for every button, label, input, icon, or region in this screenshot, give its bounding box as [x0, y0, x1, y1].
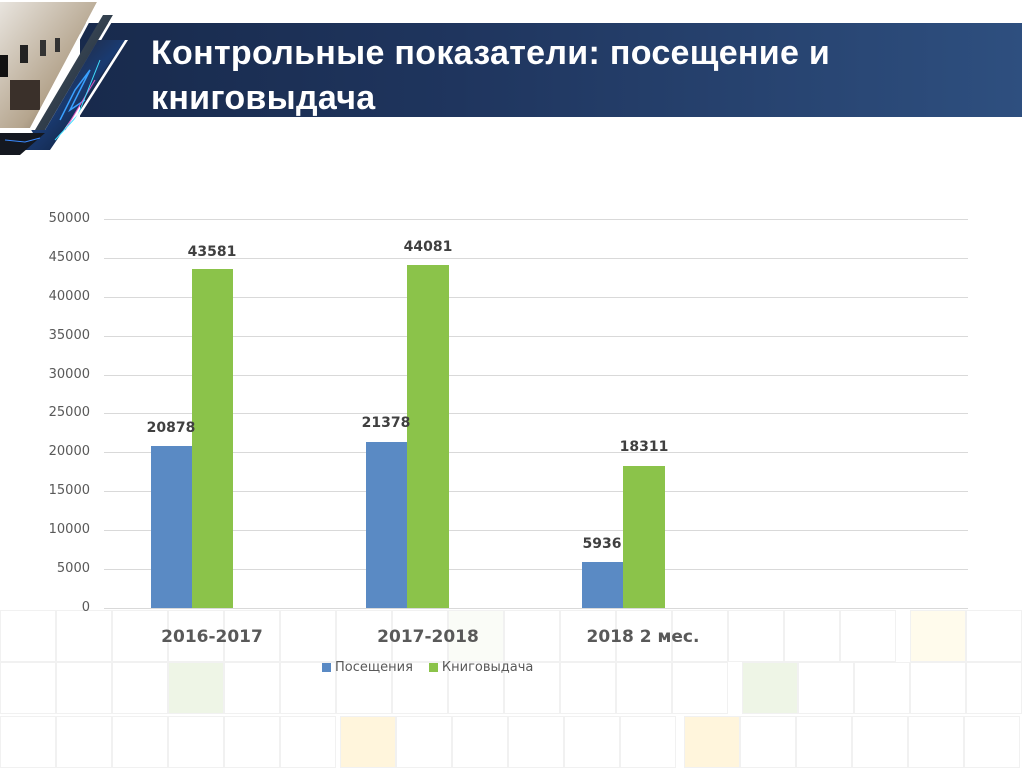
gridline: [104, 219, 968, 220]
category-label: 2018 2 мес.: [586, 627, 700, 647]
legend-swatch-green-icon: [428, 663, 438, 672]
value-label: 21378: [361, 415, 411, 431]
gridline: [104, 297, 968, 298]
y-tick: 5000: [56, 561, 90, 576]
x-axis-line: [104, 608, 968, 609]
bar-books-2017-2018: [407, 265, 449, 608]
value-label: 20878: [146, 420, 196, 436]
y-tick: 10000: [48, 522, 90, 537]
y-tick: 45000: [48, 250, 90, 265]
gridline: [104, 530, 968, 531]
chart-legend: Посещения Книговыдача: [322, 660, 533, 675]
category-label: 2016-2017: [161, 627, 263, 647]
gridline: [104, 258, 968, 259]
gridline: [104, 569, 968, 570]
y-tick: 40000: [48, 289, 90, 304]
y-tick: 0: [81, 600, 90, 615]
gridline: [104, 336, 968, 337]
y-tick: 20000: [48, 444, 90, 459]
value-label: 44081: [403, 239, 453, 255]
category-label: 2017-2018: [377, 627, 479, 647]
legend-swatch-blue-icon: [322, 663, 331, 672]
value-label: 5936: [582, 536, 622, 552]
y-tick: 15000: [48, 483, 90, 498]
bar-visits-2017-2018: [366, 442, 407, 608]
legend-label: Посещения: [335, 660, 413, 675]
bar-visits-2018-2mo: [582, 562, 623, 608]
gridline: [104, 413, 968, 414]
bar-books-2018-2mo: [623, 466, 665, 608]
gridline: [104, 375, 968, 376]
y-tick: 35000: [48, 328, 90, 343]
slide-title: Контрольные показатели: посещение и книг…: [151, 31, 991, 121]
y-tick: 50000: [48, 211, 90, 226]
legend-label: Книговыдача: [441, 660, 534, 675]
gridline: [104, 491, 968, 492]
decorative-photo-collage-icon: [0, 2, 128, 158]
gridline: [104, 452, 968, 453]
value-label: 43581: [187, 244, 237, 260]
legend-item-books: Книговыдача: [428, 660, 534, 675]
value-label: 18311: [619, 439, 669, 455]
y-tick: 25000: [48, 405, 90, 420]
slide-title-line1: Контрольные показатели: посещение и: [151, 34, 831, 72]
bar-visits-2016-2017: [151, 446, 192, 608]
y-tick: 30000: [48, 367, 90, 382]
legend-item-visits: Посещения: [322, 660, 413, 675]
slide-title-line2: книговыдача: [151, 79, 376, 117]
title-banner: [80, 23, 1022, 117]
bar-books-2016-2017: [192, 269, 233, 608]
